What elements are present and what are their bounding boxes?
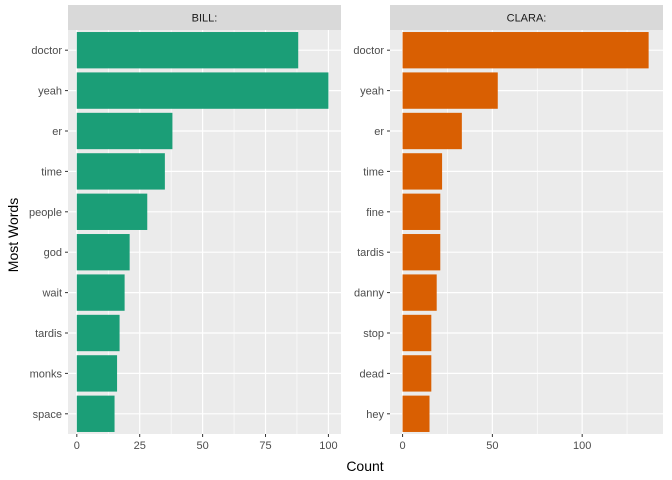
bar-monks bbox=[76, 355, 118, 392]
bar-fine bbox=[402, 193, 441, 230]
y-tick-label: wait bbox=[41, 288, 62, 300]
y-tick-label: hey bbox=[366, 409, 384, 421]
y-tick-label: er bbox=[374, 126, 384, 138]
bar-stop bbox=[402, 314, 432, 352]
bar-people bbox=[76, 193, 148, 230]
bar-danny bbox=[402, 274, 437, 311]
y-tick-label: people bbox=[29, 207, 62, 219]
x-tick-label: 50 bbox=[486, 440, 498, 452]
y-tick-label: yeah bbox=[360, 86, 384, 98]
y-tick-label: doctor bbox=[31, 45, 62, 57]
x-tick-label: 25 bbox=[134, 440, 146, 452]
bar-time bbox=[402, 153, 443, 190]
y-tick-label: danny bbox=[354, 288, 384, 300]
y-tick-label: fine bbox=[366, 207, 384, 219]
panels-layer: BILL: doctor yeah er time people god wait tardis… bbox=[29, 5, 663, 452]
y-axis-title: Most Words bbox=[5, 198, 21, 272]
x-tick-label: 0 bbox=[400, 440, 406, 452]
y-tick-label: er bbox=[52, 126, 62, 138]
y-tick-label: space bbox=[33, 409, 62, 421]
bar-doctor bbox=[402, 32, 649, 69]
facet-panel-1: BILL: doctor yeah er time people god wait tardis… bbox=[29, 5, 341, 452]
bar-yeah bbox=[402, 72, 498, 109]
y-tick-label: doctor bbox=[353, 45, 384, 57]
bar-wait bbox=[76, 274, 125, 311]
y-tick-label: dead bbox=[360, 368, 384, 380]
y-tick-label: yeah bbox=[38, 86, 62, 98]
facet-panel-2: CLARA: doctor yeah er time fine tardis danny sto… bbox=[353, 5, 663, 452]
y-tick-label: god bbox=[44, 247, 62, 259]
x-tick-label: 100 bbox=[573, 440, 591, 452]
bar-er bbox=[76, 112, 173, 150]
x-tick-label: 0 bbox=[74, 440, 80, 452]
bar-hey bbox=[402, 395, 430, 432]
y-tick-label: tardis bbox=[35, 328, 62, 340]
bar-dead bbox=[402, 355, 432, 392]
facet-strip-label: CLARA: bbox=[507, 13, 547, 25]
x-axis-title: Count bbox=[346, 458, 383, 474]
bar-doctor bbox=[76, 32, 299, 69]
facet-strip bbox=[390, 5, 663, 30]
bar-tardis bbox=[76, 314, 120, 352]
facet-strip bbox=[68, 5, 341, 30]
y-tick-label: time bbox=[363, 166, 384, 178]
bar-space bbox=[76, 395, 115, 432]
x-tick-label: 50 bbox=[196, 440, 208, 452]
facet-strip-label: BILL: bbox=[192, 13, 218, 25]
y-tick-label: tardis bbox=[357, 247, 384, 259]
bar-time bbox=[76, 153, 165, 190]
bar-tardis bbox=[402, 234, 441, 271]
bar-god bbox=[76, 234, 130, 271]
y-tick-label: stop bbox=[363, 328, 384, 340]
y-tick-label: monks bbox=[30, 368, 63, 380]
bar-er bbox=[402, 112, 462, 150]
bar-yeah bbox=[76, 72, 329, 109]
y-tick-label: time bbox=[41, 166, 62, 178]
x-tick-label: 100 bbox=[319, 440, 337, 452]
x-tick-label: 75 bbox=[259, 440, 271, 452]
